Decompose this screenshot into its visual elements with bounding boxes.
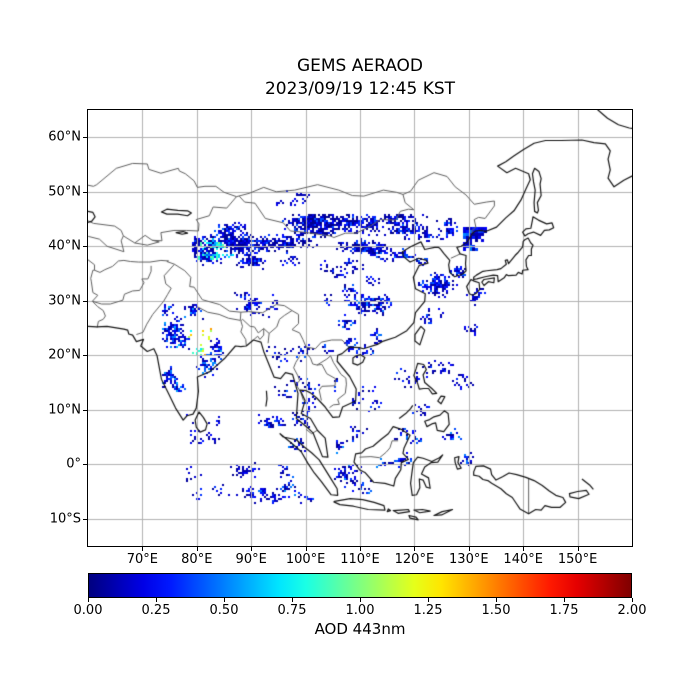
y-tick-label: 10°S (49, 511, 81, 527)
x-tick-label: 150°E (557, 552, 598, 567)
x-tick-mark (577, 547, 579, 551)
plot-title: GEMS AERAOD 2023/09/19 12:45 KST (88, 55, 632, 101)
colorbar-tick-mark (632, 598, 633, 602)
colorbar-tick-label: 1.75 (549, 603, 579, 618)
y-tick-label: 0° (66, 456, 81, 472)
colorbar-tick-label: 1.50 (481, 603, 511, 618)
colorbar-tick-mark (496, 598, 497, 602)
colorbar (88, 573, 632, 598)
x-tick-label: 140°E (503, 552, 543, 567)
colorbar-tick-label: 0.00 (73, 603, 103, 618)
colorbar-tick-label: 0.75 (277, 603, 307, 618)
colorbar-tick-label: 2.00 (617, 603, 647, 618)
plot-title-line1: GEMS AERAOD (296, 56, 424, 76)
x-tick-label: 100°E (285, 552, 326, 567)
map-canvas (88, 110, 632, 546)
colorbar-tick-mark (88, 598, 89, 602)
x-tick-mark (251, 547, 253, 551)
y-tick-label: 30°N (48, 293, 81, 309)
x-tick-label: 110°E (340, 552, 380, 567)
x-tick-mark (523, 547, 525, 551)
colorbar-tick-label: 1.25 (413, 603, 443, 618)
y-tick-label: 20°N (48, 347, 81, 363)
y-tick-mark (83, 246, 87, 248)
x-tick-mark (142, 547, 144, 551)
colorbar-tick-mark (224, 598, 225, 602)
x-tick-mark (468, 547, 470, 551)
colorbar-tick-label: 0.25 (141, 603, 171, 618)
colorbar-tick-mark (428, 598, 429, 602)
x-tick-mark (305, 547, 307, 551)
x-tick-label: 80°E (181, 552, 213, 567)
x-tick-label: 130°E (449, 552, 489, 567)
y-tick-mark (83, 464, 87, 466)
x-tick-label: 70°E (126, 552, 159, 567)
y-tick-label: 50°N (48, 184, 81, 200)
x-tick-mark (196, 547, 198, 551)
y-tick-mark (83, 300, 87, 302)
y-tick-label: 10°N (48, 402, 81, 418)
x-tick-mark (360, 547, 361, 551)
colorbar-tick-mark (360, 598, 361, 602)
y-tick-mark (83, 355, 87, 357)
y-tick-mark (83, 191, 87, 193)
y-tick-label: 40°N (48, 238, 81, 254)
y-tick-mark (83, 518, 87, 520)
plot-title-line2: 2023/09/19 12:45 KST (264, 79, 456, 99)
y-tick-label: 60°N (48, 129, 81, 145)
colorbar-tick-mark (156, 598, 157, 602)
y-tick-mark (83, 409, 87, 411)
x-tick-mark (414, 547, 416, 551)
colorbar-tick-label: 1.00 (345, 603, 375, 618)
colorbar-tick-mark (564, 598, 565, 602)
colorbar-tick-mark (292, 598, 293, 602)
colorbar-label: AOD 443nm (314, 620, 406, 638)
colorbar-tick-label: 0.50 (209, 603, 239, 618)
x-tick-label: 120°E (394, 552, 435, 567)
x-tick-label: 90°E (235, 552, 267, 567)
y-tick-mark (83, 137, 87, 139)
